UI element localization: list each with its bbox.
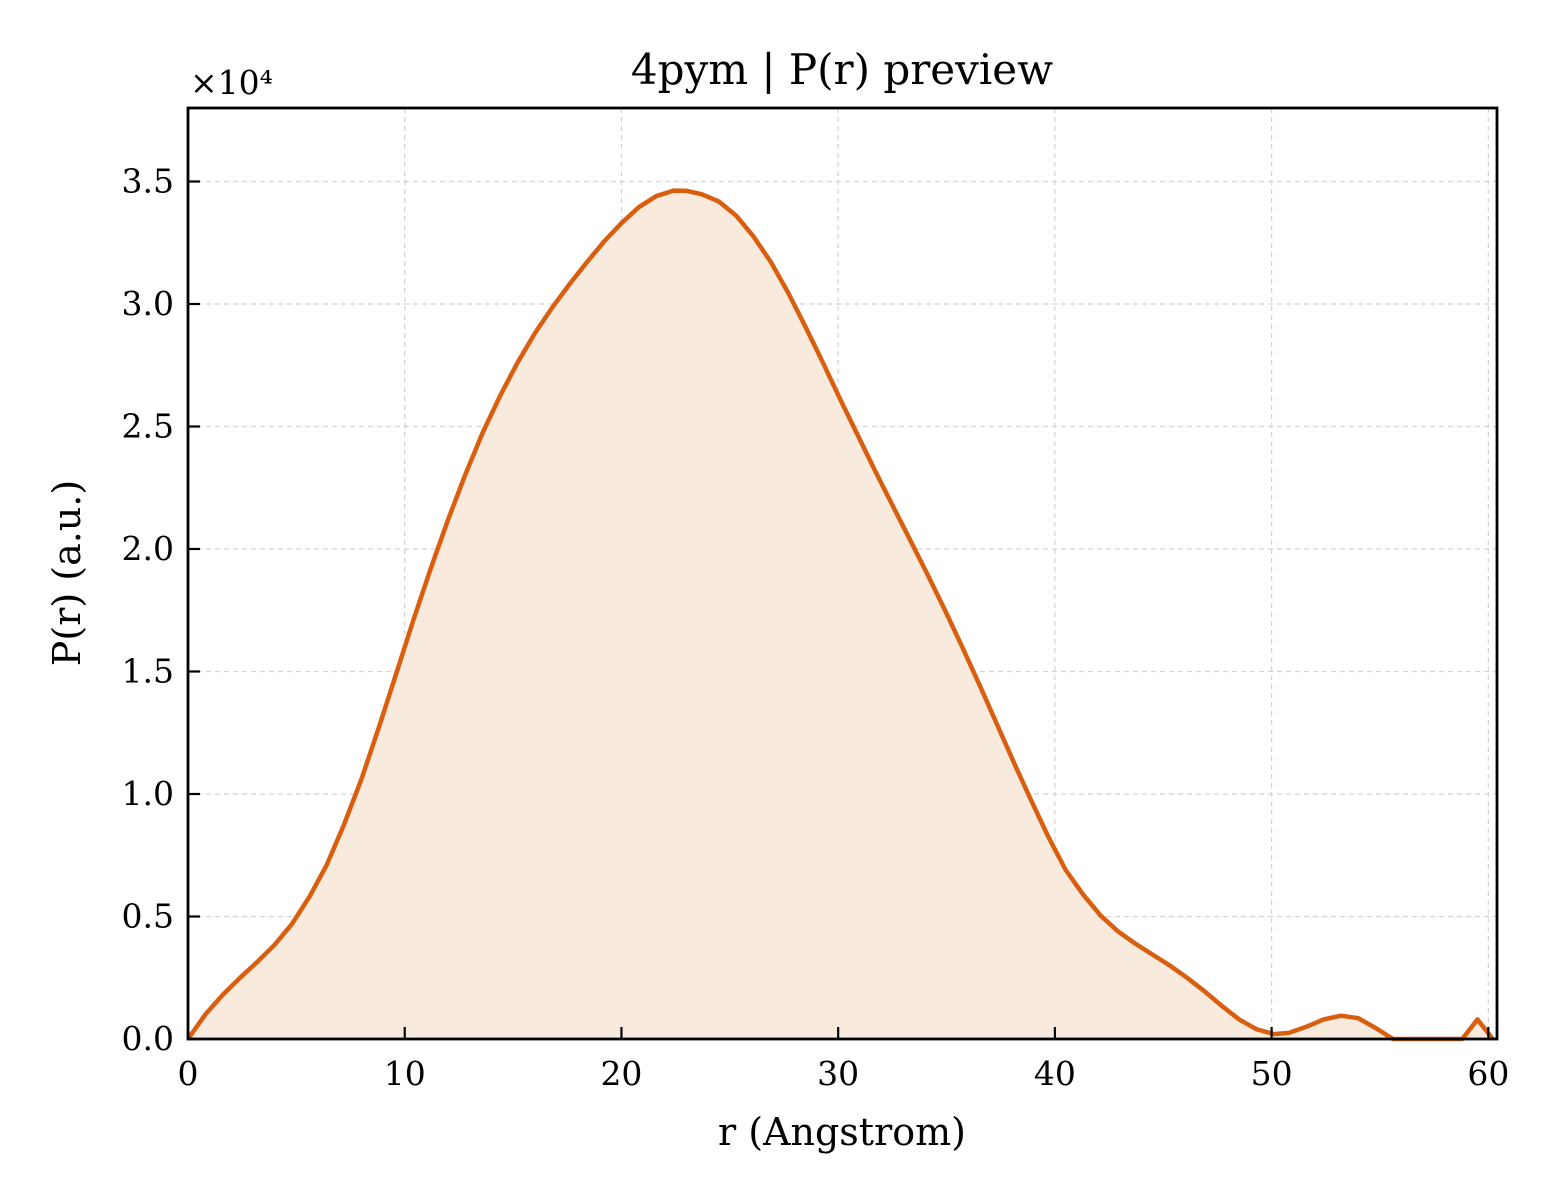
y-tick-label: 3.5 (122, 162, 174, 201)
x-axis-label: r (Angstrom) (718, 1110, 966, 1154)
y-tick-label: 3.0 (122, 284, 174, 323)
series-line (186, 188, 1495, 1042)
plot-area (186, 188, 1495, 1042)
plot-frame (186, 106, 1499, 1041)
y-tick-label: 1.0 (122, 774, 174, 813)
chart-title: 4pym | P(r) preview (631, 45, 1053, 94)
x-tick-label: 20 (600, 1054, 642, 1093)
x-tick-label: 50 (1251, 1054, 1293, 1093)
x-tick-label: 30 (817, 1054, 859, 1093)
y-axis-offset-label: ×10⁴ (190, 63, 273, 102)
series-area-fill (188, 190, 1493, 1040)
y-tick-label: 2.0 (122, 529, 174, 568)
x-tick-label: 0 (178, 1054, 199, 1093)
y-tick-label: 0.5 (122, 897, 174, 936)
x-tick-label: 60 (1467, 1054, 1509, 1093)
x-tick-label: 40 (1034, 1054, 1076, 1093)
y-tick-label: 0.0 (122, 1019, 174, 1058)
y-axis-label: P(r) (a.u.) (45, 480, 89, 666)
axis-ticks: 0 10 20 30 40 50 60 0.0 0.5 1.0 1.5 2.0 2.5 3.0 3.5 (122, 162, 1510, 1094)
y-tick-label: 1.5 (122, 652, 174, 691)
x-tick-label: 10 (384, 1054, 426, 1093)
y-tick-label: 2.5 (122, 407, 174, 446)
